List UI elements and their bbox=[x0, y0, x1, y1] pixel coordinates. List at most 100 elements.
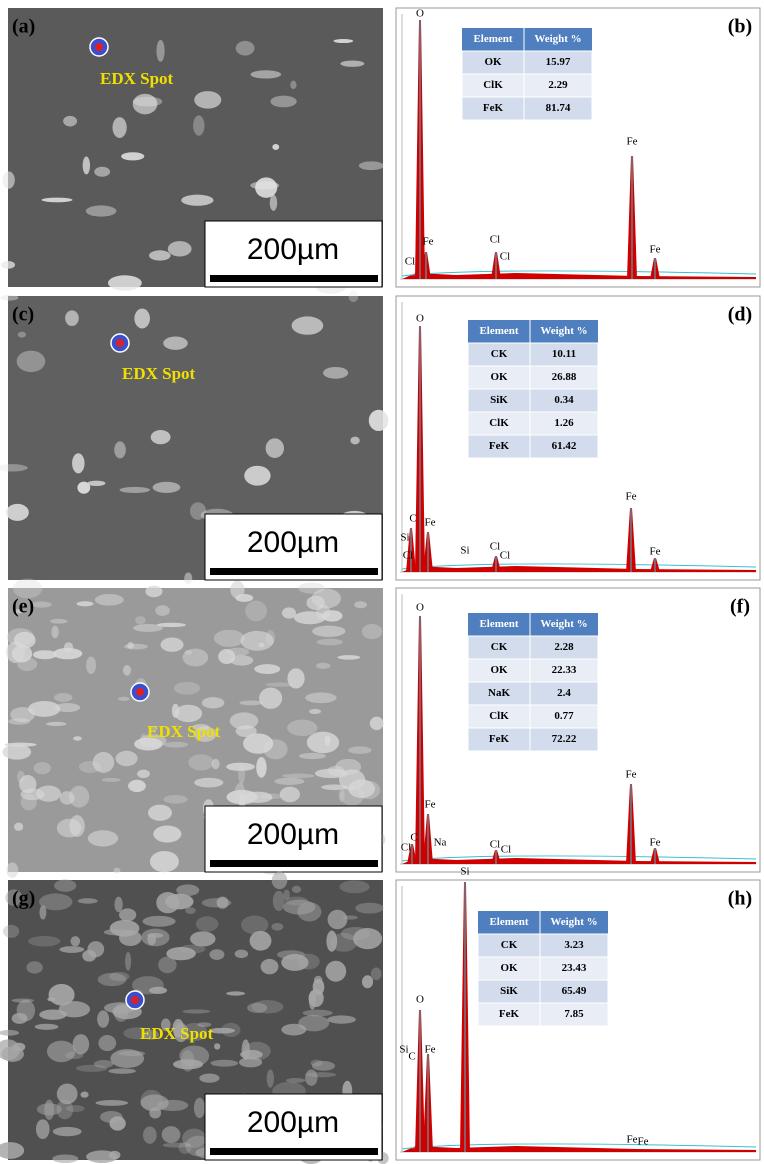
sem-texture bbox=[27, 935, 61, 947]
sem-texture bbox=[134, 308, 150, 329]
sem-texture bbox=[311, 1061, 335, 1071]
sem-texture bbox=[162, 1142, 192, 1148]
spectrum-label: (b) bbox=[728, 16, 752, 38]
sem-texture bbox=[358, 161, 384, 171]
sem-texture bbox=[97, 1010, 110, 1028]
sem-texture bbox=[270, 95, 297, 108]
table-cell: 61.42 bbox=[552, 440, 577, 452]
sem-texture bbox=[14, 608, 24, 614]
table-header: Element bbox=[479, 618, 518, 630]
sem-texture bbox=[323, 366, 349, 379]
sem-texture bbox=[321, 784, 348, 791]
sem-texture bbox=[16, 999, 36, 1022]
sem-texture bbox=[119, 908, 137, 922]
sem-texture bbox=[87, 830, 119, 847]
sem-texture bbox=[326, 930, 338, 952]
sem-texture bbox=[132, 93, 158, 115]
sem-texture bbox=[54, 693, 73, 702]
sem-texture bbox=[249, 930, 272, 951]
table-cell: FeK bbox=[489, 733, 510, 745]
peak-label: Fe bbox=[626, 769, 637, 781]
sem-texture bbox=[163, 794, 188, 804]
sem-texture bbox=[77, 481, 91, 494]
peak-label: O bbox=[416, 313, 424, 325]
sem-texture bbox=[0, 1029, 19, 1036]
peak-label: Cl bbox=[490, 541, 500, 553]
sem-texture bbox=[0, 464, 28, 472]
peak-label: Cl bbox=[403, 550, 413, 562]
sem-texture bbox=[260, 958, 279, 975]
sem-texture bbox=[310, 1059, 323, 1067]
sem-texture bbox=[298, 752, 326, 760]
sem-texture bbox=[108, 971, 130, 982]
table-row-bg bbox=[467, 434, 599, 459]
sem-texture bbox=[311, 588, 342, 609]
sem-texture bbox=[113, 867, 121, 874]
sem-texture bbox=[147, 804, 172, 821]
table-cell: CK bbox=[491, 348, 508, 360]
peak-label: Fe bbox=[425, 1044, 436, 1056]
sem-texture bbox=[361, 623, 383, 640]
sem-texture bbox=[48, 983, 75, 1006]
sem-texture bbox=[122, 665, 132, 676]
sem-texture bbox=[281, 773, 315, 779]
sem-texture bbox=[66, 1105, 85, 1113]
sem-texture bbox=[173, 681, 201, 695]
table-cell: OK bbox=[484, 56, 502, 68]
sem-texture bbox=[298, 582, 325, 594]
sem-texture bbox=[230, 580, 245, 599]
sem-texture bbox=[315, 662, 331, 669]
sem-texture bbox=[97, 972, 127, 987]
sem-texture bbox=[52, 647, 83, 660]
sem-texture bbox=[149, 986, 168, 995]
table-row-bg bbox=[477, 979, 609, 1004]
table-cell: 2.29 bbox=[548, 79, 568, 91]
sem-texture bbox=[98, 1034, 117, 1052]
peak-label: Cl bbox=[500, 550, 510, 562]
sem-texture bbox=[68, 785, 90, 808]
table-cell: 0.77 bbox=[554, 710, 574, 722]
sem-texture bbox=[316, 638, 343, 646]
sem-texture bbox=[148, 725, 158, 732]
sem-texture bbox=[52, 1126, 82, 1137]
sem-texture bbox=[340, 926, 371, 941]
sem-texture bbox=[163, 336, 188, 350]
sem-texture bbox=[243, 791, 273, 803]
sem-texture bbox=[95, 1099, 129, 1106]
sem-texture bbox=[35, 1119, 50, 1140]
sem-texture bbox=[149, 250, 171, 261]
table-header: Element bbox=[489, 916, 528, 928]
peak-label: Fe bbox=[425, 517, 436, 529]
sem-texture bbox=[46, 1040, 76, 1063]
sem-texture bbox=[210, 1059, 239, 1067]
sem-texture bbox=[133, 624, 163, 632]
peak-label: Na bbox=[434, 837, 447, 849]
sem-texture bbox=[118, 1050, 146, 1057]
sem-texture bbox=[254, 664, 281, 674]
sem-texture bbox=[194, 777, 224, 788]
sem-texture bbox=[167, 241, 192, 257]
table-header: Weight % bbox=[540, 618, 587, 630]
sem-texture bbox=[161, 1126, 181, 1144]
sem-texture bbox=[201, 697, 225, 709]
sem-texture bbox=[309, 708, 322, 715]
sem-texture bbox=[54, 879, 77, 892]
table-cell: 81.74 bbox=[546, 102, 571, 114]
sem-texture bbox=[209, 1027, 236, 1034]
sem-texture bbox=[0, 260, 16, 269]
sem-texture bbox=[235, 725, 257, 738]
sem-texture bbox=[73, 736, 82, 741]
sem-texture bbox=[348, 779, 376, 799]
sem-texture bbox=[156, 892, 180, 914]
sem-texture bbox=[5, 889, 23, 906]
scale-bar-label: 200µm bbox=[247, 818, 339, 851]
sem-texture bbox=[178, 1141, 192, 1154]
sem-texture bbox=[272, 144, 280, 150]
sem-texture bbox=[182, 1009, 211, 1014]
sem-texture bbox=[11, 998, 35, 1003]
sem-texture bbox=[287, 668, 305, 689]
sem-texture bbox=[31, 601, 52, 608]
image-label: (g) bbox=[12, 888, 35, 910]
table-row-bg bbox=[477, 1002, 609, 1027]
sem-texture bbox=[312, 978, 325, 996]
